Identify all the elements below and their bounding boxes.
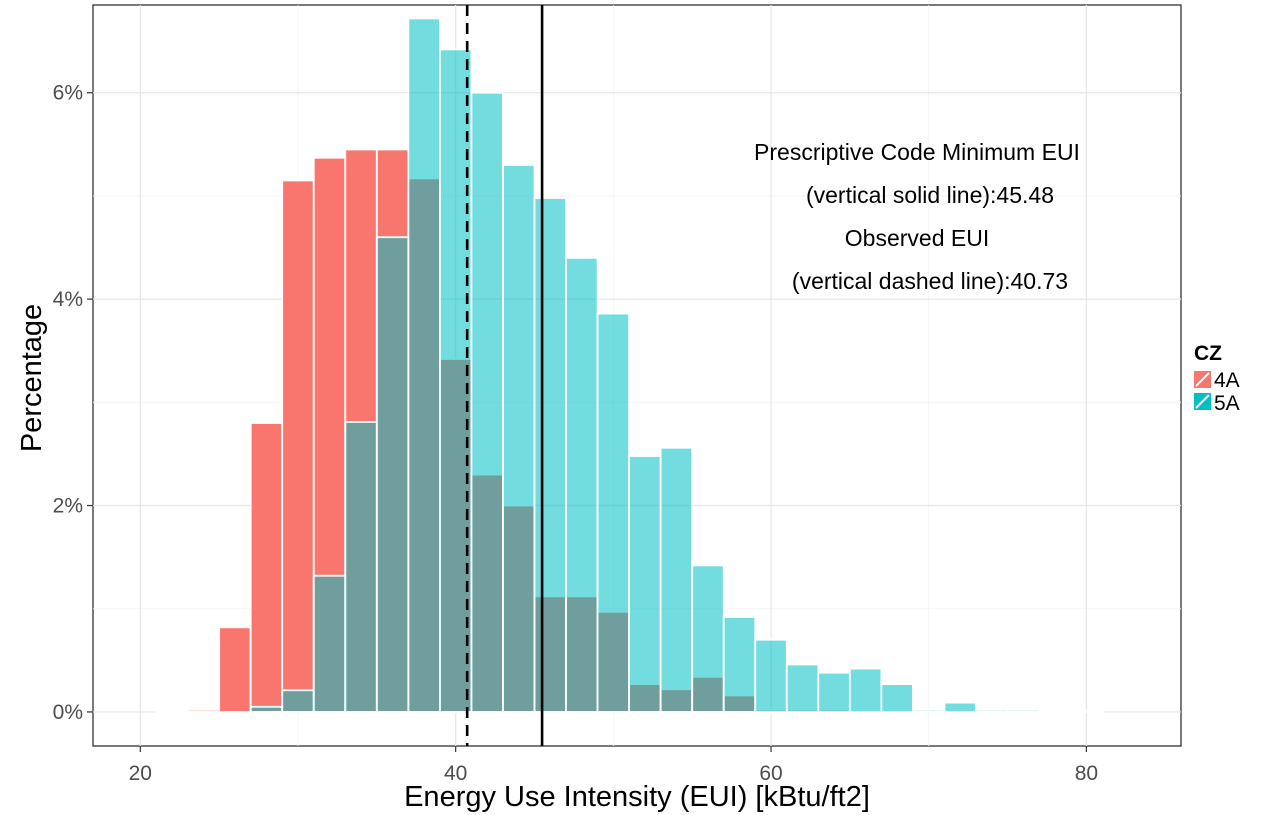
bar-5a-64 [817, 671, 851, 713]
bar-5a-56 [691, 564, 725, 713]
reference-lines [465, 5, 544, 746]
bar-4a-30 [281, 179, 315, 713]
y-tick-label-2: 2% [53, 495, 83, 518]
bar-5a-78 [1038, 710, 1072, 713]
bar-5a-76 [1006, 708, 1040, 713]
legend-key-5a [1194, 393, 1211, 410]
bar-4a-26 [218, 626, 252, 713]
bar-4a-22 [155, 710, 189, 713]
bar-5a-54 [659, 446, 694, 713]
legend-key-4a [1194, 371, 1211, 388]
bar-4a-28 [249, 422, 284, 713]
bar-5a-34 [344, 421, 378, 713]
x-axis-title: Energy Use Intensity (EUI) [kBtu/ft2] [404, 781, 870, 813]
y-tick-label-4: 4% [53, 288, 83, 311]
bar-5a-42 [470, 91, 504, 713]
bar-5a-52 [628, 455, 662, 713]
x-tick-label-20: 20 [129, 762, 152, 785]
bar-4a-24 [186, 708, 221, 713]
y-axis-title: Percentage [16, 304, 48, 452]
y-tick-label-0: 0% [53, 701, 83, 724]
bar-5a-68 [880, 683, 914, 713]
legend-label-5a: 5A [1214, 392, 1240, 415]
x-tick-label-40: 40 [444, 762, 467, 785]
annotation-line-4: (vertical dashed line):40.73 [792, 268, 1068, 294]
bar-5a-46 [533, 197, 567, 713]
bar-5a-74 [975, 708, 1009, 713]
bar-5a-44 [502, 164, 536, 713]
legend: CZ 4A 5A [1194, 342, 1240, 415]
legend-swatch-4a-slash [1195, 372, 1210, 387]
bar-5a-38 [407, 17, 441, 713]
bar-5a-50 [596, 312, 631, 713]
bar-5a-28 [249, 705, 284, 713]
legend-label-4a: 4A [1214, 369, 1240, 392]
bar-5a-40 [438, 48, 473, 713]
legend-swatch-5a-slash [1195, 394, 1210, 409]
bar-5a-70 [912, 708, 946, 713]
annotation-line-2: (vertical solid line):45.48 [806, 182, 1054, 208]
x-axis-ticks: 20 40 60 80 [129, 746, 1098, 785]
bar-5a-62 [785, 663, 820, 713]
bar-5a-58 [722, 616, 757, 713]
bar-5a-32 [312, 574, 347, 713]
y-tick-label-6: 6% [53, 82, 83, 105]
annotation-line-1: Prescriptive Code Minimum EUI [754, 139, 1080, 165]
bar-5a-36 [375, 236, 410, 713]
legend-title: CZ [1194, 342, 1222, 365]
x-tick-label-80: 80 [1075, 762, 1098, 785]
x-tick-label-60: 60 [759, 762, 782, 785]
y-axis-ticks: 0% 2% 4% 6% [53, 82, 93, 724]
bar-5a-30 [281, 689, 315, 713]
bar-5a-72 [943, 701, 977, 713]
bar-5a-80 [1069, 710, 1104, 713]
bar-5a-66 [848, 667, 883, 713]
bar-5a-60 [754, 638, 788, 713]
bar-5a-48 [565, 256, 599, 713]
series-5a-bars [249, 17, 1104, 713]
annotation-line-3: Observed EUI [845, 225, 989, 251]
